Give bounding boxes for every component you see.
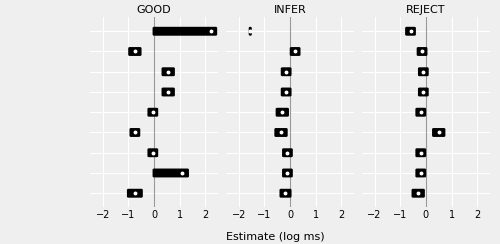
FancyBboxPatch shape xyxy=(274,128,287,137)
FancyBboxPatch shape xyxy=(148,108,158,117)
FancyBboxPatch shape xyxy=(282,169,293,177)
FancyBboxPatch shape xyxy=(248,27,252,36)
FancyBboxPatch shape xyxy=(416,148,426,157)
FancyBboxPatch shape xyxy=(432,128,446,137)
FancyBboxPatch shape xyxy=(152,27,217,36)
Title: GOOD: GOOD xyxy=(137,5,172,15)
FancyBboxPatch shape xyxy=(127,189,143,198)
FancyBboxPatch shape xyxy=(276,108,289,117)
FancyBboxPatch shape xyxy=(280,189,291,198)
FancyBboxPatch shape xyxy=(418,67,428,76)
FancyBboxPatch shape xyxy=(405,27,416,36)
FancyBboxPatch shape xyxy=(418,88,428,96)
Text: Estimate (log ms): Estimate (log ms) xyxy=(226,232,324,242)
FancyBboxPatch shape xyxy=(281,67,291,76)
FancyBboxPatch shape xyxy=(148,148,158,157)
FancyBboxPatch shape xyxy=(162,88,175,96)
FancyBboxPatch shape xyxy=(290,47,300,56)
Title: INFER: INFER xyxy=(274,5,306,15)
FancyBboxPatch shape xyxy=(416,169,426,177)
FancyBboxPatch shape xyxy=(282,148,293,157)
FancyBboxPatch shape xyxy=(416,108,426,117)
FancyBboxPatch shape xyxy=(152,169,189,177)
Title: REJECT: REJECT xyxy=(406,5,446,15)
FancyBboxPatch shape xyxy=(162,67,175,76)
FancyBboxPatch shape xyxy=(130,128,140,137)
FancyBboxPatch shape xyxy=(128,47,141,56)
FancyBboxPatch shape xyxy=(412,189,425,198)
FancyBboxPatch shape xyxy=(416,47,428,56)
FancyBboxPatch shape xyxy=(281,88,291,96)
